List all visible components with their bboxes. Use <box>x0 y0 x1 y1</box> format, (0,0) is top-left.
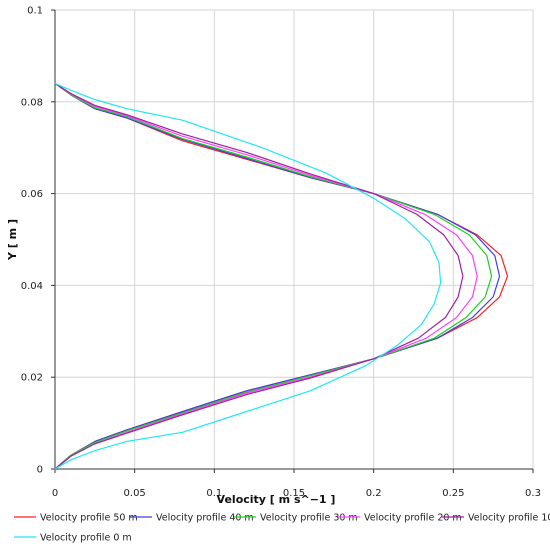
y-axis-title: Y [ m ] <box>6 219 19 261</box>
legend-item: Velocity profile 0 m <box>14 533 132 544</box>
series-line-velocity-profile-10-m <box>54 82 464 470</box>
tick-labels-layer: 0 0.05 0.1 0.15 0.2 0.25 0.3 0 0.02 0.04 0.06 0.08 0… <box>21 6 541 500</box>
series-layer <box>54 82 509 470</box>
legend-label: Velocity profile 0 m <box>40 533 132 544</box>
axes-layer <box>51 9 534 473</box>
legend-label: Velocity profile 30 m <box>260 513 358 524</box>
y-tick-label: 0.08 <box>21 97 43 108</box>
series-line-velocity-profile-20-m <box>54 82 478 470</box>
series-line-velocity-profile-0-m <box>54 82 442 470</box>
legend-label: Velocity profile 20 m <box>364 513 462 524</box>
x-tick-label: 0 <box>52 488 58 499</box>
y-tick-label: 0.06 <box>21 189 43 200</box>
series-line-velocity-profile-30-m <box>54 82 493 470</box>
legend-item: Velocity profile 30 m <box>234 513 358 524</box>
y-tick-label: 0.04 <box>21 281 43 292</box>
legend-label: Velocity profile 50 m <box>40 513 138 524</box>
y-tick-label: 0.1 <box>27 6 43 17</box>
x-tick-label: 0.2 <box>366 488 382 499</box>
y-tick-label: 0 <box>37 465 43 476</box>
legend-item: Velocity profile 10 m <box>442 513 550 524</box>
x-tick-label: 0.25 <box>442 488 464 499</box>
series-line-velocity-profile-40-m <box>54 82 501 470</box>
x-tick-label: 0.3 <box>525 488 541 499</box>
x-tick-label: 0.1 <box>206 488 222 499</box>
x-tick-label: 0.05 <box>124 488 146 499</box>
y-tick-label: 0.02 <box>21 373 43 384</box>
x-axis-title: Velocity [ m s^−1 ] <box>217 493 336 506</box>
grid-layer <box>54 9 534 470</box>
legend-item: Velocity profile 40 m <box>130 513 254 524</box>
legend-item: Velocity profile 20 m <box>338 513 462 524</box>
legend-label: Velocity profile 10 m <box>468 513 550 524</box>
legend-item: Velocity profile 50 m <box>14 513 138 524</box>
x-tick-label: 0.15 <box>283 488 305 499</box>
legend-label: Velocity profile 40 m <box>156 513 254 524</box>
legend: Velocity profile 50 m Velocity profile 40… <box>14 513 550 544</box>
